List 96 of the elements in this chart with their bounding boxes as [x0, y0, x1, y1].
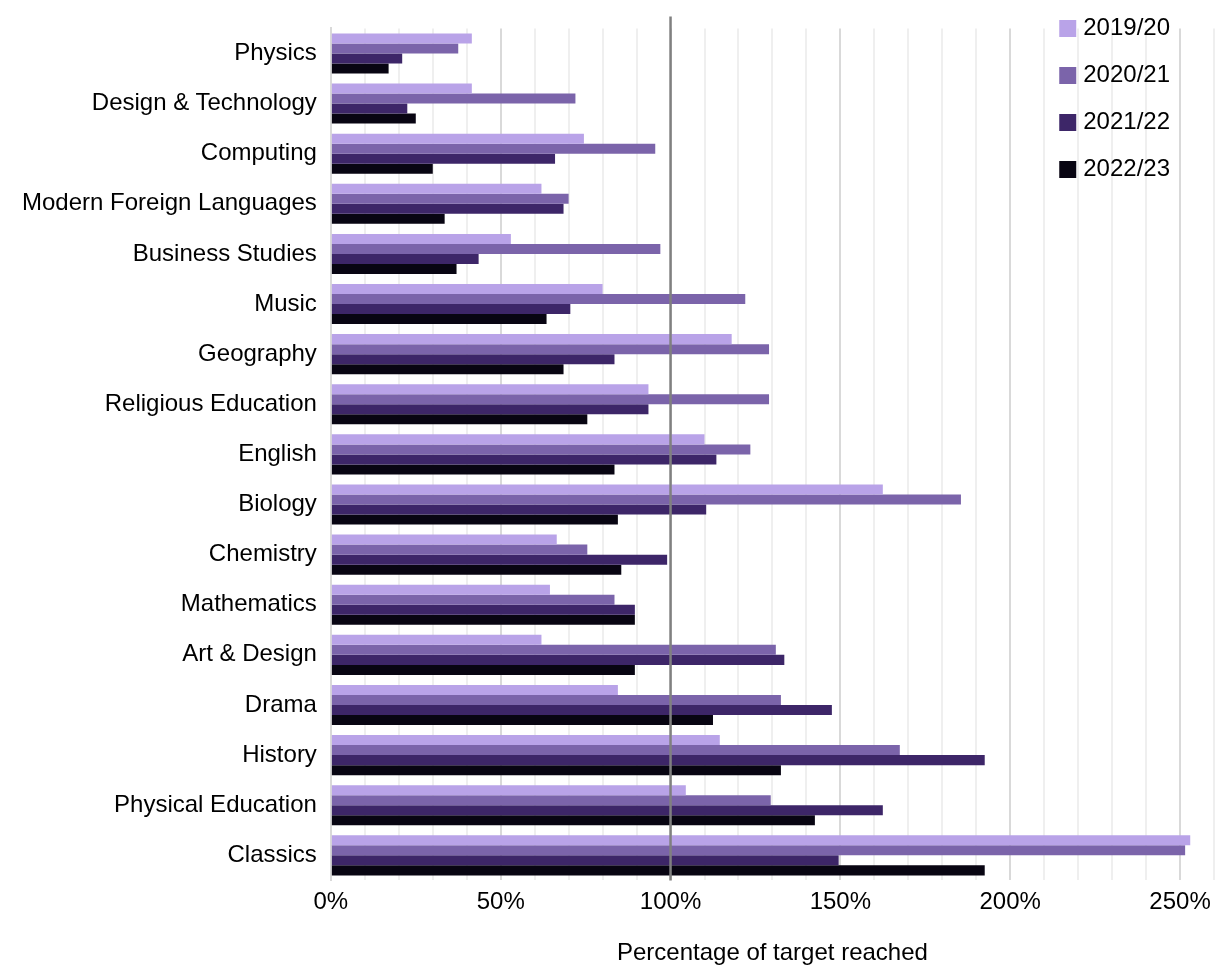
bar [331, 704, 832, 716]
legend-label: 2020/21 [1083, 59, 1171, 87]
x-tick-label: 50% [476, 887, 525, 915]
y-tick-label: Business Studies [132, 238, 317, 266]
bar [331, 634, 542, 645]
bar [331, 233, 511, 244]
bar [331, 464, 615, 475]
y-tick-label: Religious Education [104, 388, 317, 416]
bar [331, 514, 618, 525]
y-tick-label: Biology [238, 489, 317, 517]
bar [331, 604, 635, 615]
bar [331, 644, 776, 655]
x-axis-title: Percentage of target reached [617, 938, 928, 966]
bar [331, 314, 547, 325]
bar [331, 664, 635, 675]
bar [331, 544, 588, 555]
y-tick-label: Art & Design [182, 639, 317, 667]
y-tick-label: Mathematics [180, 589, 317, 617]
bar [331, 584, 550, 595]
bar [331, 564, 622, 575]
y-tick-label: History [242, 739, 317, 767]
bar [331, 684, 618, 695]
legend-label: 2019/20 [1083, 12, 1171, 40]
x-tick-label: 200% [979, 887, 1041, 915]
bar [331, 63, 389, 74]
bar [331, 193, 569, 204]
bar [331, 133, 584, 144]
bar [331, 654, 785, 665]
bar [331, 715, 713, 726]
bar [331, 434, 705, 445]
bar [331, 344, 770, 355]
bar [331, 83, 472, 94]
bar [331, 805, 883, 816]
bar [331, 694, 781, 705]
legend-label: 2022/23 [1083, 153, 1171, 181]
bar [331, 785, 686, 796]
legend-label: 2021/22 [1083, 106, 1171, 134]
y-tick-label: Physics [234, 38, 317, 66]
bar [331, 735, 720, 746]
y-tick-label: Geography [198, 338, 317, 366]
bar [331, 33, 472, 44]
bar [331, 143, 656, 154]
bar [331, 745, 900, 756]
bar [331, 213, 445, 224]
bar [331, 384, 649, 395]
bar [331, 354, 615, 365]
bar [331, 364, 564, 375]
bar [331, 93, 576, 104]
x-tick-label: 250% [1149, 887, 1211, 915]
y-tick-label: Physical Education [114, 789, 317, 817]
bar [331, 755, 985, 766]
bar [331, 43, 459, 54]
y-tick-label: Chemistry [208, 539, 317, 567]
bar [331, 594, 615, 605]
y-tick-label: Design & Technology [91, 88, 317, 116]
bar [331, 414, 588, 425]
x-tick-label: 150% [809, 887, 872, 915]
y-tick-label: Classics [227, 839, 317, 867]
y-tick-label: Music [254, 288, 317, 316]
bar [331, 304, 571, 315]
bar [331, 253, 479, 264]
bar [331, 284, 603, 295]
bar [331, 454, 717, 465]
bar [331, 183, 542, 194]
bar [331, 504, 707, 515]
y-tick-label: Modern Foreign Languages [21, 188, 317, 216]
bar [331, 294, 746, 305]
bar [331, 404, 649, 415]
bar [331, 113, 416, 124]
bar [331, 444, 751, 455]
bar [331, 153, 556, 164]
bar [331, 484, 883, 495]
bar [331, 554, 668, 565]
x-tick-label: 0% [313, 887, 349, 915]
bar [331, 394, 770, 405]
bar [331, 53, 403, 64]
bar [331, 534, 557, 545]
bar [331, 845, 1186, 856]
bar [331, 855, 839, 866]
bar [331, 795, 771, 806]
bar [331, 243, 661, 254]
bar [331, 865, 985, 876]
bar [331, 163, 433, 174]
bar [331, 494, 961, 505]
bar [331, 765, 781, 776]
y-tick-label: English [238, 439, 317, 467]
x-tick-label: 100% [639, 887, 702, 915]
bar [331, 334, 732, 345]
y-tick-label: Drama [244, 689, 318, 717]
bar [331, 614, 635, 625]
y-tick-label: Computing [200, 138, 317, 166]
bar [331, 815, 815, 826]
bar [331, 203, 564, 214]
bar [331, 835, 1191, 846]
bar [331, 103, 408, 114]
bar [331, 263, 457, 274]
